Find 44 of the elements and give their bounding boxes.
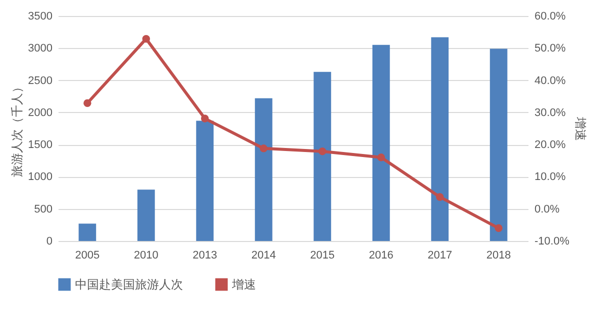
y2-tick-label: 20.0%: [534, 139, 566, 152]
y-tick-label: 3500: [28, 10, 52, 22]
y-tick-label: 2000: [28, 106, 52, 119]
x-tick-label: 2018: [486, 250, 511, 262]
bar: [372, 44, 390, 241]
y2-tick-label: 60.0%: [534, 10, 566, 22]
point: [436, 193, 444, 201]
point: [142, 34, 150, 43]
bar: [254, 98, 272, 241]
bar: [196, 120, 214, 241]
x-tick-label: 2013: [192, 250, 218, 262]
point: [84, 99, 92, 107]
x-tick-label: 2014: [251, 250, 276, 262]
point: [201, 114, 209, 122]
x-tick-label: 2016: [368, 250, 394, 262]
y-tick-label: 1500: [28, 139, 52, 152]
point: [494, 224, 502, 232]
y2-tick-label: -10.0%: [534, 236, 570, 248]
x-tick-label: 2015: [310, 250, 335, 262]
y-tick-label: 3000: [28, 42, 52, 55]
x-tick-label: 2005: [75, 250, 100, 262]
bar: [137, 190, 155, 241]
y2-axis-title: 增速: [573, 116, 588, 141]
y2-tick-label: 0.0%: [534, 203, 560, 216]
legend-label: 增速: [231, 278, 256, 292]
y-tick-label: 0: [46, 236, 52, 248]
y2-tick-label: 50.0%: [534, 42, 566, 55]
legend-label: 中国赴美国旅游人次: [75, 278, 183, 292]
y-tick-label: 2500: [28, 74, 52, 87]
y2-tick-label: 10.0%: [534, 171, 566, 184]
bar: [431, 37, 449, 241]
y-axis-title: 旅游人次（千人）: [10, 81, 24, 177]
point: [318, 147, 326, 156]
point: [260, 144, 268, 152]
y-tick-label: 500: [34, 203, 52, 216]
bar: [490, 48, 508, 241]
x-tick-label: 2010: [134, 250, 158, 262]
bar: [78, 224, 96, 241]
x-tick-label: 2017: [428, 250, 452, 262]
bar: [314, 72, 332, 241]
y2-tick-label: 40.0%: [534, 74, 566, 87]
y-tick-label: 1000: [28, 171, 52, 184]
y2-tick-label: 30.0%: [534, 106, 566, 119]
point: [377, 154, 385, 162]
